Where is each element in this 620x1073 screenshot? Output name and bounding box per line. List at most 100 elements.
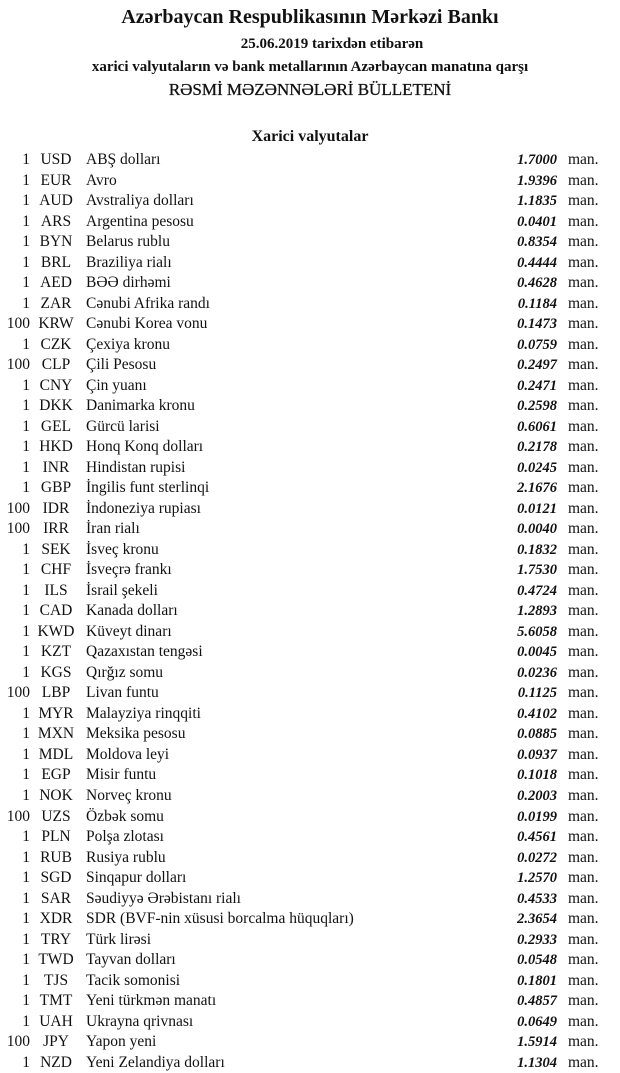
rate-unit: man. bbox=[568, 602, 599, 620]
rate-amount: 100 bbox=[6, 684, 30, 702]
currency-name: Çili Pesosu bbox=[86, 356, 157, 374]
rate-unit: man. bbox=[568, 356, 599, 374]
rate-amount: 1 bbox=[22, 951, 30, 969]
currency-name: Livan funtu bbox=[86, 684, 159, 702]
exchange-rate: 0.0401 bbox=[517, 213, 557, 230]
rate-amount: 1 bbox=[22, 233, 30, 251]
currency-code: CLP bbox=[41, 356, 71, 374]
currency-code: IRR bbox=[43, 520, 69, 538]
rate-row: 1 MYR Malayziya rinqqiti 0.4102 man. bbox=[0, 704, 620, 725]
rate-unit: man. bbox=[568, 828, 599, 846]
currency-name: Gürcü larisi bbox=[86, 417, 160, 435]
rate-amount: 1 bbox=[22, 540, 30, 558]
rate-row: 1 TWD Tayvan dolları 0.0548 man. bbox=[0, 950, 620, 971]
currency-code: GEL bbox=[40, 417, 72, 435]
exchange-rate: 0.0937 bbox=[517, 746, 557, 763]
currency-name: BƏƏ dirhəmi bbox=[86, 274, 171, 292]
rate-amount: 1 bbox=[22, 848, 30, 866]
rate-row: 1 CAD Kanada dolları 1.2893 man. bbox=[0, 601, 620, 622]
rate-row: 100 IDR İndoneziya rupiası 0.0121 man. bbox=[0, 499, 620, 520]
rate-unit: man. bbox=[568, 397, 599, 415]
rate-amount: 100 bbox=[6, 1033, 30, 1051]
subtitle: xarici valyutaların və bank metallarının… bbox=[91, 59, 529, 75]
currency-name: Moldova leyi bbox=[86, 745, 170, 763]
rate-row: 1 KWD Küveyt dinarı 5.6058 man. bbox=[0, 622, 620, 643]
rate-unit: man. bbox=[568, 376, 599, 394]
rate-row: 1 RUB Rusiya rublu 0.0272 man. bbox=[0, 848, 620, 869]
exchange-rate: 1.7000 bbox=[517, 152, 557, 168]
exchange-rate: 0.4444 bbox=[517, 254, 557, 271]
currency-code: TRY bbox=[40, 930, 72, 948]
rate-unit: man. bbox=[568, 684, 599, 702]
rate-unit: man. bbox=[568, 294, 599, 312]
exchange-rate: 0.4857 bbox=[517, 993, 557, 1010]
rate-amount: 1 bbox=[22, 725, 30, 743]
currency-name: Yeni türkmən manatı bbox=[86, 992, 217, 1010]
rate-amount: 1 bbox=[22, 438, 30, 456]
rate-amount: 1 bbox=[22, 274, 30, 292]
exchange-rate: 1.5914 bbox=[517, 1034, 557, 1051]
rate-row: 1 EGP Misir funtu 0.1018 man. bbox=[0, 765, 620, 786]
exchange-rate: 0.4533 bbox=[517, 890, 557, 907]
exchange-rate: 0.1473 bbox=[517, 316, 557, 333]
rate-unit: man. bbox=[568, 151, 599, 168]
exchange-rate: 0.1125 bbox=[517, 685, 557, 702]
exchange-rate: 0.0885 bbox=[517, 726, 557, 743]
rate-amount: 1 bbox=[22, 910, 30, 928]
currency-name: Yapon yeni bbox=[86, 1033, 157, 1051]
bank-name: Azərbaycan Respublikasının Mərkəzi Bankı bbox=[121, 6, 499, 28]
rate-unit: man. bbox=[568, 643, 599, 661]
currency-name: Ukrayna qrivnası bbox=[86, 1012, 194, 1030]
currency-name: Küveyt dinarı bbox=[86, 622, 172, 640]
currency-name: Özbək somu bbox=[86, 807, 164, 825]
exchange-rate: 0.0121 bbox=[517, 500, 557, 517]
rate-row: 100 CLP Çili Pesosu 0.2497 man. bbox=[0, 355, 620, 376]
currency-name: Danimarka kronu bbox=[86, 397, 195, 415]
currency-code: DKK bbox=[39, 397, 73, 415]
rate-amount: 1 bbox=[22, 971, 30, 989]
rate-row: 1 KZT Qazaxıstan tengəsi 0.0045 man. bbox=[0, 642, 620, 663]
currency-name: SDR (BVF-nin xüsusi borcalma hüquqları) bbox=[86, 910, 354, 928]
rate-row: 1 USD ABŞ dolları 1.7000 man. bbox=[0, 150, 620, 171]
rate-amount: 1 bbox=[22, 766, 30, 784]
rate-unit: man. bbox=[568, 335, 599, 353]
rate-unit: man. bbox=[568, 233, 599, 251]
rate-amount: 1 bbox=[22, 171, 30, 189]
currency-name: Kanada dolları bbox=[86, 602, 178, 620]
currency-code: ILS bbox=[44, 581, 68, 599]
exchange-rate: 0.1801 bbox=[517, 972, 557, 989]
currency-code: IDR bbox=[42, 499, 70, 517]
exchange-rate: 0.2003 bbox=[517, 787, 557, 804]
exchange-rate: 0.0040 bbox=[517, 521, 557, 538]
rate-amount: 1 bbox=[22, 930, 30, 948]
bulletin-title: RƏSMİ MƏZƏNNƏLƏRİ BÜLLETENİ bbox=[168, 80, 452, 99]
currency-name: Avstraliya dolları bbox=[86, 192, 194, 210]
currency-name: Qırğız somu bbox=[86, 663, 164, 681]
rate-row: 1 CHF İsveçrə frankı 1.7530 man. bbox=[0, 560, 620, 581]
currency-code: EUR bbox=[40, 171, 72, 189]
currency-name: Honq Konq dolları bbox=[86, 438, 204, 456]
exchange-rate: 1.7530 bbox=[517, 562, 557, 579]
rate-unit: man. bbox=[568, 438, 599, 456]
rate-row: 1 TJS Tacik somonisi 0.1801 man. bbox=[0, 971, 620, 992]
rate-amount: 1 bbox=[22, 992, 30, 1010]
currency-code: TMT bbox=[39, 992, 73, 1010]
currency-name: Çexiya kronu bbox=[86, 335, 170, 353]
rate-unit: man. bbox=[568, 274, 599, 292]
rate-unit: man. bbox=[568, 766, 599, 784]
currency-name: ABŞ dolları bbox=[86, 151, 161, 168]
currency-code: BRL bbox=[40, 253, 72, 271]
currency-name: İsrail şekeli bbox=[86, 581, 158, 599]
exchange-rate: 2.3654 bbox=[517, 911, 557, 928]
exchange-rate: 0.6061 bbox=[517, 418, 557, 435]
currency-code: TWD bbox=[38, 951, 74, 969]
effective-date: 25.06.2019 tarixdən etibarən bbox=[240, 36, 424, 52]
currency-code: JPY bbox=[43, 1033, 69, 1051]
rate-row: 1 CNY Çin yuanı 0.2471 man. bbox=[0, 376, 620, 397]
currency-code: BYN bbox=[39, 233, 73, 251]
exchange-rate: 0.4102 bbox=[517, 705, 557, 722]
currency-code: AUD bbox=[39, 192, 73, 210]
exchange-rate: 5.6058 bbox=[517, 623, 557, 640]
rate-row: 100 KRW Cənubi Korea vonu 0.1473 man. bbox=[0, 314, 620, 335]
currency-name: Tacik somonisi bbox=[86, 971, 181, 989]
